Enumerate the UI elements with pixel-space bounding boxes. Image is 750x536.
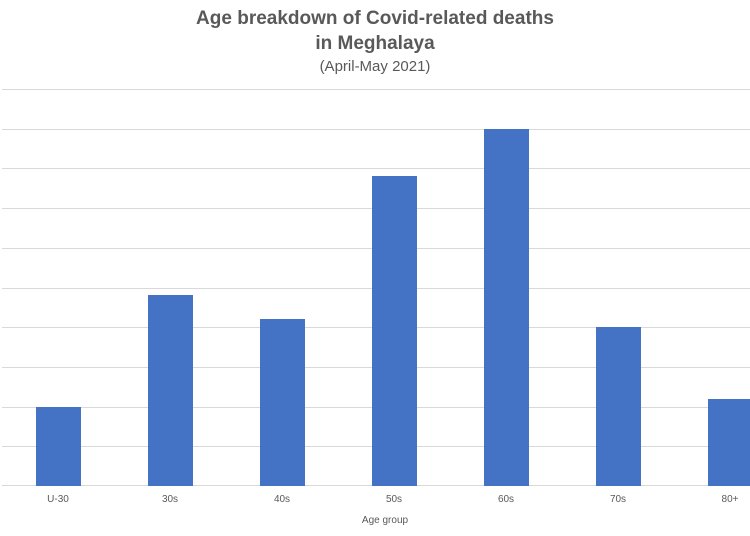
bar-50s [372, 176, 417, 486]
bar-40s [260, 319, 305, 486]
gridline [2, 168, 750, 170]
x-tick-label: 80+ [721, 494, 739, 505]
chart-title-line-2: in Meghalaya [315, 33, 435, 54]
x-tick-label: 30s [161, 494, 179, 505]
bar-80 [708, 398, 750, 486]
x-tick-label: 40s [273, 494, 291, 505]
gridline [2, 89, 750, 90]
x-axis-title: Age group [361, 515, 409, 526]
x-tick-label: U-30 [47, 494, 69, 505]
bar-30s [148, 295, 193, 486]
gridline [2, 128, 750, 130]
chart-title-line-1: Age breakdown of Covid-related deaths [196, 8, 554, 29]
chart-subtitle: (April-May 2021) [319, 58, 431, 75]
x-tick-label: 70s [609, 494, 627, 505]
bar-60s [484, 128, 529, 486]
x-tick-label: 50s [385, 494, 403, 505]
x-tick-label: 60s [497, 494, 515, 505]
bar-u30 [36, 406, 81, 486]
bar-70s [596, 327, 641, 486]
plot-area [2, 89, 750, 486]
